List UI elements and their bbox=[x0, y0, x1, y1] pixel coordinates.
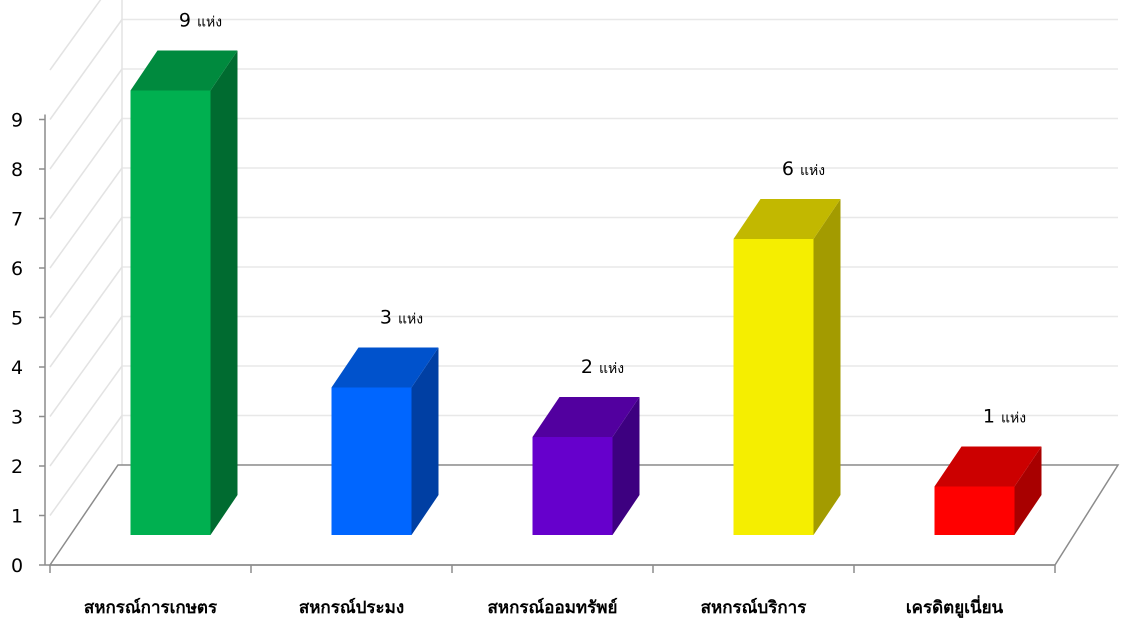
data-label-unit: แห่ง bbox=[599, 361, 624, 377]
side-gridline bbox=[49, 316, 123, 417]
bar-front bbox=[331, 387, 412, 535]
x-tick-label: สหกรณ์การเกษตร bbox=[84, 597, 218, 618]
data-label: 6 แห่ง bbox=[782, 158, 825, 180]
bar-front bbox=[532, 437, 613, 535]
bar bbox=[934, 446, 1042, 535]
y-tick-label: 7 bbox=[11, 209, 23, 231]
data-label-value: 9 bbox=[179, 10, 191, 32]
bar-side bbox=[411, 347, 439, 535]
bar bbox=[130, 50, 238, 535]
bar-top bbox=[733, 199, 841, 239]
bar-side bbox=[210, 50, 238, 535]
y-tick-label: 0 bbox=[11, 555, 23, 577]
y-tick-label: 1 bbox=[11, 506, 23, 528]
data-label: 3 แห่ง bbox=[380, 307, 423, 329]
bar-side bbox=[813, 199, 841, 535]
y-tick-label: 2 bbox=[11, 456, 23, 478]
bar bbox=[331, 347, 439, 535]
y-tick-label: 9 bbox=[11, 110, 23, 132]
y-tick-label: 4 bbox=[11, 357, 23, 379]
bar bbox=[733, 199, 841, 535]
bar-top bbox=[532, 397, 640, 437]
bar-front bbox=[130, 90, 211, 535]
data-label-unit: แห่ง bbox=[398, 312, 423, 328]
bar-side bbox=[612, 397, 640, 535]
bar-front bbox=[934, 486, 1015, 535]
data-label-value: 3 bbox=[380, 307, 392, 329]
y-tick-label: 8 bbox=[11, 159, 23, 181]
bar-top bbox=[331, 347, 439, 388]
bar-top bbox=[934, 446, 1042, 487]
side-gridline bbox=[49, 415, 123, 516]
y-tick-label: 5 bbox=[11, 308, 23, 330]
data-label: 2 แห่ง bbox=[581, 356, 624, 378]
y-tick-label: 3 bbox=[11, 407, 23, 429]
gridlines bbox=[49, 0, 1118, 566]
data-label-unit: แห่ง bbox=[197, 15, 222, 31]
side-gridline bbox=[49, 217, 123, 318]
data-label-value: 6 bbox=[782, 158, 794, 180]
bar-side bbox=[1014, 446, 1042, 535]
data-label: 1 แห่ง bbox=[983, 406, 1026, 428]
x-tick-label: สหกรณ์บริการ bbox=[701, 597, 808, 618]
bars bbox=[130, 50, 1042, 535]
data-label-unit: แห่ง bbox=[800, 163, 825, 179]
x-tick-label: สหกรณ์ประมง bbox=[299, 597, 404, 618]
side-gridline bbox=[49, 0, 102, 71]
bar-top bbox=[130, 50, 238, 91]
bar bbox=[532, 397, 640, 535]
side-gridline bbox=[49, 118, 123, 219]
bar-front bbox=[733, 239, 814, 535]
x-tick-label: สหกรณ์ออมทรัพย์ bbox=[488, 597, 618, 618]
x-tick-label: เครดิตยูเนี่ยน bbox=[906, 595, 1004, 619]
data-label-value: 1 bbox=[983, 406, 995, 428]
y-tick-label: 6 bbox=[11, 258, 23, 280]
side-gridline bbox=[49, 365, 123, 467]
side-gridline bbox=[49, 266, 123, 368]
side-gridline bbox=[49, 19, 123, 120]
side-gridline bbox=[49, 68, 123, 170]
data-label-value: 2 bbox=[581, 356, 593, 378]
side-gridline bbox=[49, 167, 123, 269]
data-label-unit: แห่ง bbox=[1001, 411, 1026, 427]
data-label: 9 แห่ง bbox=[179, 10, 222, 32]
